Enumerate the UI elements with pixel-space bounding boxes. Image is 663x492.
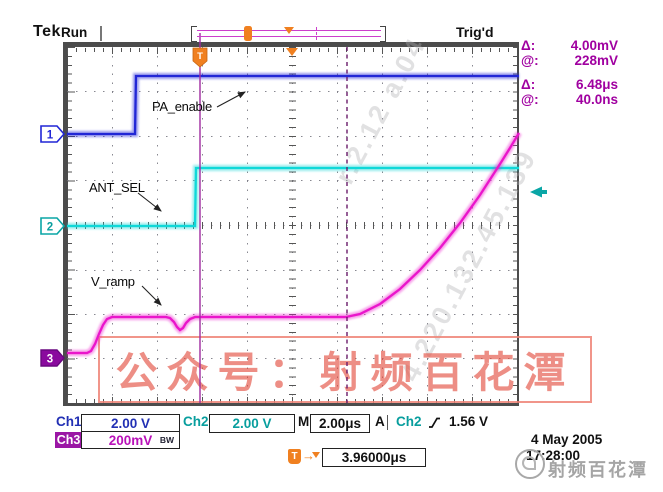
ch2-scale-readout: 2.00 V	[209, 414, 295, 433]
acquisition-status: Run	[61, 25, 88, 40]
date-readout: 4 May 2005	[531, 432, 603, 447]
delay-time-value: 3.96000μs	[341, 450, 407, 465]
rising-edge-icon	[429, 417, 440, 428]
trace-ch2	[67, 165, 519, 229]
bandwidth-limit-icon: BW	[159, 435, 174, 445]
at-symbol: @:	[521, 92, 539, 107]
trigger-source-label: Ch2	[396, 414, 422, 429]
graticule-bottom-edge	[63, 403, 519, 406]
at-symbol: @:	[521, 53, 539, 68]
svg-text:2: 2	[47, 222, 53, 234]
svg-text:3: 3	[47, 354, 53, 366]
grid-line	[68, 47, 75, 403]
delta-symbol: Δ:	[521, 77, 536, 92]
graticule-left-edge	[63, 42, 68, 406]
grid-line	[67, 47, 517, 54]
delta-volts-value: 4.00mV	[570, 38, 618, 53]
grid-line	[67, 47, 517, 52]
delay-time-readout: 3.96000μs	[322, 448, 426, 467]
grid-line	[67, 136, 517, 138]
timebase-value: 2.00μs	[318, 416, 362, 431]
ant-sel-arrow	[137, 192, 162, 212]
delay-trigger-flag: T	[291, 451, 298, 462]
ch2-label: Ch2	[183, 414, 209, 429]
red-watermark-text: 公众号：射频百花潭	[115, 351, 575, 397]
ch1-scale-readout: 2.00 V	[81, 414, 180, 433]
record-window-bracket-right	[380, 26, 386, 42]
trigger-level-arrow-icon	[530, 186, 547, 198]
trigger-separator	[387, 415, 389, 430]
trace-label-v-ramp: V_ramp	[91, 274, 135, 289]
header-separator	[100, 26, 102, 41]
trace-ch1	[67, 74, 519, 136]
trigger-position-flag: T	[192, 47, 208, 68]
delay-triangle-icon	[312, 452, 320, 458]
trigger-mode-label: A	[375, 414, 385, 429]
channel-2-marker: 2	[40, 217, 66, 235]
at-volts-value: 228mV	[574, 53, 618, 68]
delta-time-value: 6.48μs	[575, 77, 618, 92]
grid-line	[67, 222, 517, 229]
ch3-label: Ch3	[56, 433, 81, 447]
at-time-value: 40.0ns	[575, 92, 618, 107]
tek-logo: Tek	[33, 23, 61, 40]
pa-enable-arrow	[216, 91, 246, 108]
channel-1-marker: 1	[40, 125, 66, 143]
timebase-readout: 2.00μs	[310, 414, 370, 433]
red-watermark-banner: 公众号：射频百花潭	[98, 336, 592, 403]
delta-time-readout: Δ: 6.48μs	[521, 77, 618, 92]
record-window-bracket-left	[191, 26, 197, 42]
graticule-top-edge	[63, 42, 519, 47]
record-center-triangle-icon	[284, 27, 294, 34]
v-ramp-arrow	[141, 285, 162, 306]
at-time-readout: @: 40.0ns	[521, 92, 618, 107]
center-reference-triangle-icon	[286, 48, 298, 56]
record-cursor-tick	[316, 27, 317, 40]
ch2-scale-value: 2.00 V	[232, 416, 272, 431]
timebase-label: M	[298, 414, 310, 429]
grid-line	[67, 225, 517, 227]
ch1-label: Ch1	[56, 414, 82, 429]
record-trigger-marker	[244, 26, 252, 41]
record-bar-line	[197, 36, 381, 38]
gray-watermark-text: 射频百花潭	[548, 460, 648, 480]
at-volts-readout: @: 228mV	[521, 53, 618, 68]
gray-watermark-logo	[515, 449, 545, 479]
trace-ch1	[67, 73, 519, 137]
trace-ch2	[67, 166, 519, 228]
ch3-scale-readout: 200mV BW	[81, 431, 180, 449]
trace-label-pa-enable: PA_enable	[152, 99, 212, 114]
svg-text:1: 1	[47, 130, 54, 142]
ch3-scale-value: 200mV	[108, 432, 153, 448]
diagonal-watermark: r.2.12 a.04	[329, 31, 432, 189]
trace-label-ant-sel: ANT_SEL	[89, 180, 145, 195]
delta-symbol: Δ:	[521, 38, 536, 53]
trigger-level-value: 1.56 V	[449, 414, 489, 429]
delay-arrow-icon: →	[302, 448, 315, 463]
ch1-scale-value: 2.00 V	[110, 416, 151, 431]
delta-volts-readout: Δ: 4.00mV	[521, 38, 618, 53]
svg-text:T: T	[197, 51, 203, 62]
trigger-status: Trig'd	[456, 24, 494, 40]
ch3-label-badge: Ch3	[55, 432, 82, 448]
channel-3-marker: 3	[40, 349, 65, 367]
grid-line	[67, 91, 517, 93]
delay-trigger-badge: T	[288, 449, 301, 464]
grid-line	[68, 47, 72, 403]
